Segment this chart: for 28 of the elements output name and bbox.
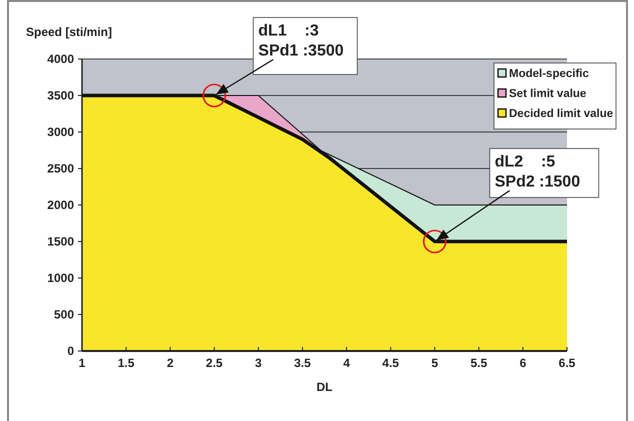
x-axis-title: DL — [316, 380, 332, 394]
y-tick-label: 1500 — [47, 234, 74, 249]
annotation: dL1 :3 SPd1 :3500 — [258, 22, 344, 60]
legend-label: Decided limit value — [509, 108, 614, 120]
y-axis-title: Speed [sti/min] — [26, 25, 112, 39]
y-tick-label: 4000 — [47, 52, 74, 66]
y-tick-label: 3000 — [47, 125, 74, 140]
x-tick-label: 2.5 — [206, 356, 223, 370]
x-tick-label: 6.5 — [558, 356, 576, 370]
y-tick-label: 2500 — [47, 162, 74, 176]
y-tick-label: 500 — [54, 308, 74, 322]
x-tick-label: 5.5 — [470, 356, 488, 370]
x-tick-label: 4.5 — [382, 356, 400, 370]
y-tick-label: 2000 — [47, 198, 74, 212]
x-tick-label: 5 — [431, 356, 438, 370]
x-tick-label: 1 — [78, 356, 86, 370]
x-tick-label: 6 — [520, 356, 527, 370]
x-tick-label: 3 — [255, 356, 262, 370]
x-tick-label: 4 — [343, 356, 350, 370]
legend-label: Model-specific — [509, 68, 590, 80]
x-tick-label: 2 — [166, 356, 174, 370]
y-tick-label: 0 — [67, 344, 74, 358]
y-tick-label: 3500 — [47, 88, 74, 103]
annotation: dL2 :5 SPd2 :1500 — [494, 154, 580, 190]
y-tick-label: 1000 — [47, 271, 74, 286]
x-tick-label: 1.5 — [118, 356, 135, 370]
x-tick-label: 3.5 — [294, 356, 312, 370]
legend-label: Set limit value — [509, 88, 586, 100]
